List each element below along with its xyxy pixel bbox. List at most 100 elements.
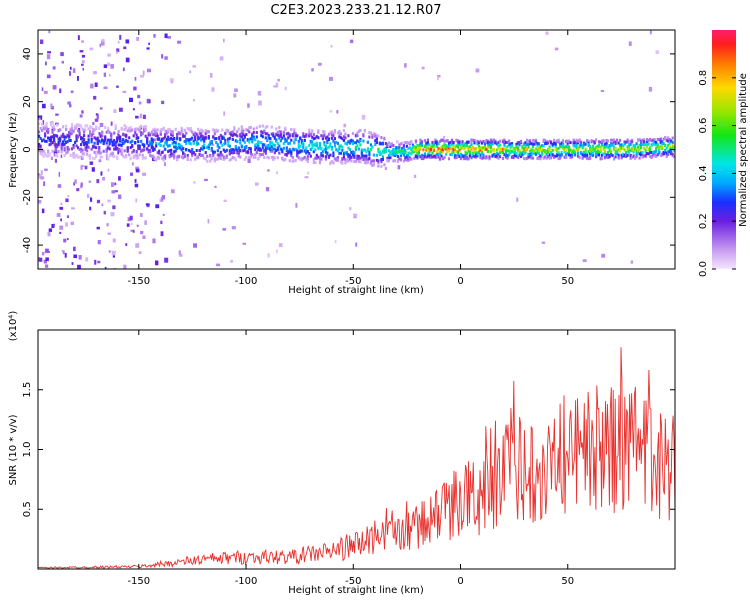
spectrogram-ridge-cell — [326, 139, 329, 143]
spectrogram-ridge-cell — [288, 150, 291, 154]
spectrogram-ridge-cell — [653, 154, 656, 158]
spectrogram-ridge-cell — [557, 153, 560, 157]
spectrogram-noise-cell — [161, 100, 165, 105]
spectrogram-y-tick-label: 0 — [22, 146, 33, 152]
spectrogram-ridge-cell — [44, 125, 47, 129]
spectrogram-ridge-cell — [613, 145, 616, 149]
spectrogram-ridge-cell — [613, 140, 616, 144]
spectrogram-ridge-cell — [312, 143, 315, 147]
spectrogram-ridge-cell — [287, 151, 290, 155]
spectrogram-ridge-cell — [587, 143, 590, 147]
spectrogram-ridge-cell — [182, 151, 185, 155]
spectrogram-ridge-cell — [632, 155, 635, 158]
spectrogram-ridge-cell — [577, 139, 580, 143]
spectrogram-ridge-cell — [474, 154, 478, 158]
spectrogram-noise-cell — [101, 40, 105, 46]
spectrogram-ridge-cell — [282, 131, 285, 135]
spectrogram-ridge-cell — [167, 137, 170, 141]
spectrogram-ridge-cell — [419, 144, 422, 148]
spectrogram-ridge-cell — [423, 153, 426, 156]
spectrogram-noise-cell — [330, 45, 333, 48]
spectrogram-ridge-cell — [411, 150, 414, 154]
spectrogram-ridge-cell — [332, 161, 335, 165]
spectrogram-ridge-cell — [93, 128, 96, 132]
spectrogram-ridge-cell — [209, 154, 212, 158]
spectrogram-noise-cell — [295, 202, 298, 208]
spectrogram-noise-cell — [107, 53, 111, 57]
spectrogram-ridge-cell — [213, 132, 216, 136]
spectrogram-ridge-cell — [420, 153, 423, 157]
spectrogram-ridge-cell — [428, 147, 431, 151]
spectrogram-ridge-cell — [527, 139, 530, 143]
spectrogram-noise-cell — [179, 253, 183, 257]
spectrogram-ridge-cell — [258, 153, 261, 156]
spectrogram-ridge-cell — [498, 143, 502, 147]
spectrogram-noise-cell — [48, 30, 51, 34]
spectrogram-ridge-cell — [638, 143, 641, 147]
spectrogram-ridge-cell — [372, 163, 375, 167]
spectrogram-noise-cell — [554, 47, 559, 51]
spectrogram-ridge-cell — [551, 143, 554, 146]
spectrogram-ridge-cell — [437, 152, 440, 156]
spectrogram-ridge-cell — [168, 127, 171, 131]
spectrogram-ridge-cell — [653, 138, 656, 142]
spectrogram-ridge-cell — [102, 139, 105, 143]
spectrogram-ridge-cell — [616, 152, 619, 156]
spectrogram-ridge-cell — [371, 159, 374, 163]
spectrogram-ridge-cell — [335, 157, 338, 161]
spectrogram-ridge-cell — [272, 157, 275, 161]
spectrogram-ridge-cell — [351, 142, 354, 146]
spectrogram-ridge-cell — [458, 142, 461, 146]
spectrogram-noise-cell — [94, 82, 98, 87]
spectrogram-ridge-cell — [641, 138, 644, 142]
spectrogram-ridge-cell — [595, 151, 598, 155]
spectrogram-ridge-cell — [195, 149, 198, 152]
spectrogram-ridge-cell — [72, 129, 75, 133]
spectrogram-noise-cell — [145, 203, 150, 206]
spectrogram-ridge-cell — [240, 135, 243, 139]
spectrogram-ridge-cell — [278, 125, 281, 129]
spectrogram-noise-cell — [135, 198, 138, 203]
spectrogram-ridge-cell — [116, 139, 119, 143]
spectrogram-ridge-cell — [267, 135, 270, 139]
spectrogram-ridge-cell — [441, 148, 445, 152]
spectrogram-ridge-cell — [353, 141, 356, 145]
spectrogram-ridge-cell — [650, 139, 653, 143]
spectrogram-ridge-cell — [462, 144, 466, 148]
spectrogram-ridge-cell — [206, 159, 209, 163]
spectrogram-ridge-cell — [150, 130, 153, 134]
spectrogram-ridge-cell — [120, 126, 123, 130]
spectrogram-ridge-cell — [405, 158, 408, 162]
spectrogram-ridge-cell — [542, 156, 545, 160]
spectrogram-ridge-cell — [264, 125, 267, 129]
spectrogram-ridge-cell — [186, 153, 189, 157]
spectrogram-ridge-cell — [41, 129, 44, 132]
spectrogram-ridge-cell — [671, 140, 674, 144]
spectrogram-ridge-cell — [197, 155, 200, 159]
spectrogram-ridge-cell — [113, 131, 116, 135]
spectrogram-ridge-cell — [504, 155, 508, 159]
spectrogram-ridge-cell — [643, 143, 646, 147]
spectrogram-noise-cell — [44, 168, 48, 171]
spectrogram-ridge-cell — [536, 144, 539, 148]
spectrogram-ridge-cell — [365, 150, 368, 154]
spectrogram-ridge-cell — [369, 131, 372, 135]
spectrogram-ridge-cell — [224, 150, 227, 153]
spectrogram-ridge-cell — [470, 156, 473, 160]
spectrogram-ridge-cell — [467, 157, 470, 161]
spectrogram-ridge-cell — [266, 144, 269, 148]
spectrogram-noise-cell — [193, 99, 195, 102]
spectrogram-ridge-cell — [177, 142, 180, 146]
spectrogram-ridge-cell — [646, 152, 649, 156]
spectrogram-ridge-cell — [204, 129, 207, 133]
spectrogram-ridge-cell — [333, 157, 336, 161]
spectrogram-noise-cell — [100, 171, 103, 176]
spectrogram-ridge-cell — [182, 147, 185, 151]
spectrogram-ridge-cell — [495, 154, 499, 158]
spectrogram-ridge-cell — [60, 134, 63, 138]
spectrogram-ridge-cell — [661, 140, 664, 144]
spectrogram-ridge-cell — [524, 157, 527, 161]
spectrogram-ridge-cell — [314, 161, 317, 164]
spectrogram-ridge-cell — [574, 153, 577, 157]
spectrogram-ridge-cell — [84, 146, 87, 150]
